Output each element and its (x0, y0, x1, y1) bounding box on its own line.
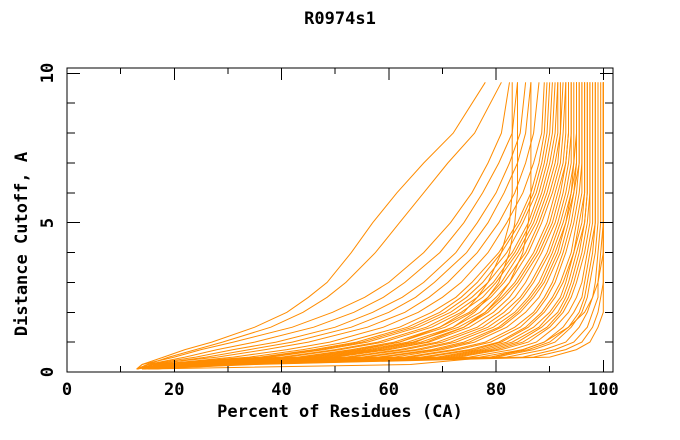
model-accuracy-curve (142, 82, 513, 370)
x-axis-label: Percent of Residues (CA) (217, 402, 463, 422)
model-accuracy-curve (136, 82, 540, 370)
x-tick-label: 80 (485, 380, 507, 400)
model-accuracy-curve (152, 82, 599, 370)
model-accuracy-curve (147, 82, 567, 370)
model-accuracy-curve (152, 82, 588, 370)
model-accuracy-curve (141, 82, 532, 370)
model-accuracy-curve (141, 82, 545, 370)
model-accuracy-curve (142, 82, 594, 370)
model-accuracy-curve (136, 82, 551, 370)
model-accuracy-curve (136, 82, 564, 370)
model-accuracy-curve (147, 82, 583, 370)
model-accuracy-curve (147, 82, 583, 370)
model-accuracy-curve (136, 82, 548, 370)
model-accuracy-curve (147, 82, 577, 370)
model-accuracy-curve (147, 82, 572, 370)
x-tick-label: 20 (164, 380, 185, 400)
model-accuracy-curve (136, 82, 486, 370)
x-tick-label: 40 (271, 380, 292, 400)
model-accuracy-curve (141, 82, 553, 370)
model-accuracy-curve (152, 82, 596, 370)
x-tick-label: 100 (587, 380, 619, 400)
model-accuracy-curve (136, 82, 559, 370)
y-axis-label: Distance Cutoff, A (12, 151, 32, 337)
x-tick-label: 60 (378, 380, 400, 400)
model-accuracy-curve (147, 82, 591, 370)
model-accuracy-curve (142, 82, 567, 370)
model-accuracy-curve (152, 82, 577, 370)
model-accuracy-curve (152, 82, 604, 370)
model-accuracy-curve (142, 82, 580, 370)
model-accuracy-curve (141, 82, 518, 370)
model-accuracy-curve (142, 82, 569, 370)
model-accuracy-curve (142, 82, 580, 370)
chart-title: R0974s1 (304, 9, 376, 29)
model-accuracy-curve (136, 82, 510, 370)
x-tick-label: 0 (61, 380, 73, 400)
model-accuracy-curve (142, 82, 569, 370)
y-tick-label: 0 (38, 366, 58, 378)
y-tick-label: 10 (38, 63, 58, 84)
model-accuracy-curve (147, 82, 518, 370)
axis-frame (66, 67, 614, 373)
y-tick-label: 5 (38, 217, 58, 228)
model-accuracy-curve (141, 82, 502, 370)
model-accuracy-curve (142, 82, 575, 370)
model-accuracy-curve (147, 82, 604, 370)
model-accuracy-curve (142, 82, 602, 370)
model-accuracy-curve (141, 82, 561, 370)
model-accuracy-curve (152, 82, 591, 370)
model-accuracy-curve (147, 82, 586, 370)
model-accuracy-curve (141, 82, 556, 370)
model-accuracy-curve (136, 82, 527, 370)
model-accuracy-curve (147, 82, 577, 370)
model-accuracy-curve (147, 82, 572, 370)
